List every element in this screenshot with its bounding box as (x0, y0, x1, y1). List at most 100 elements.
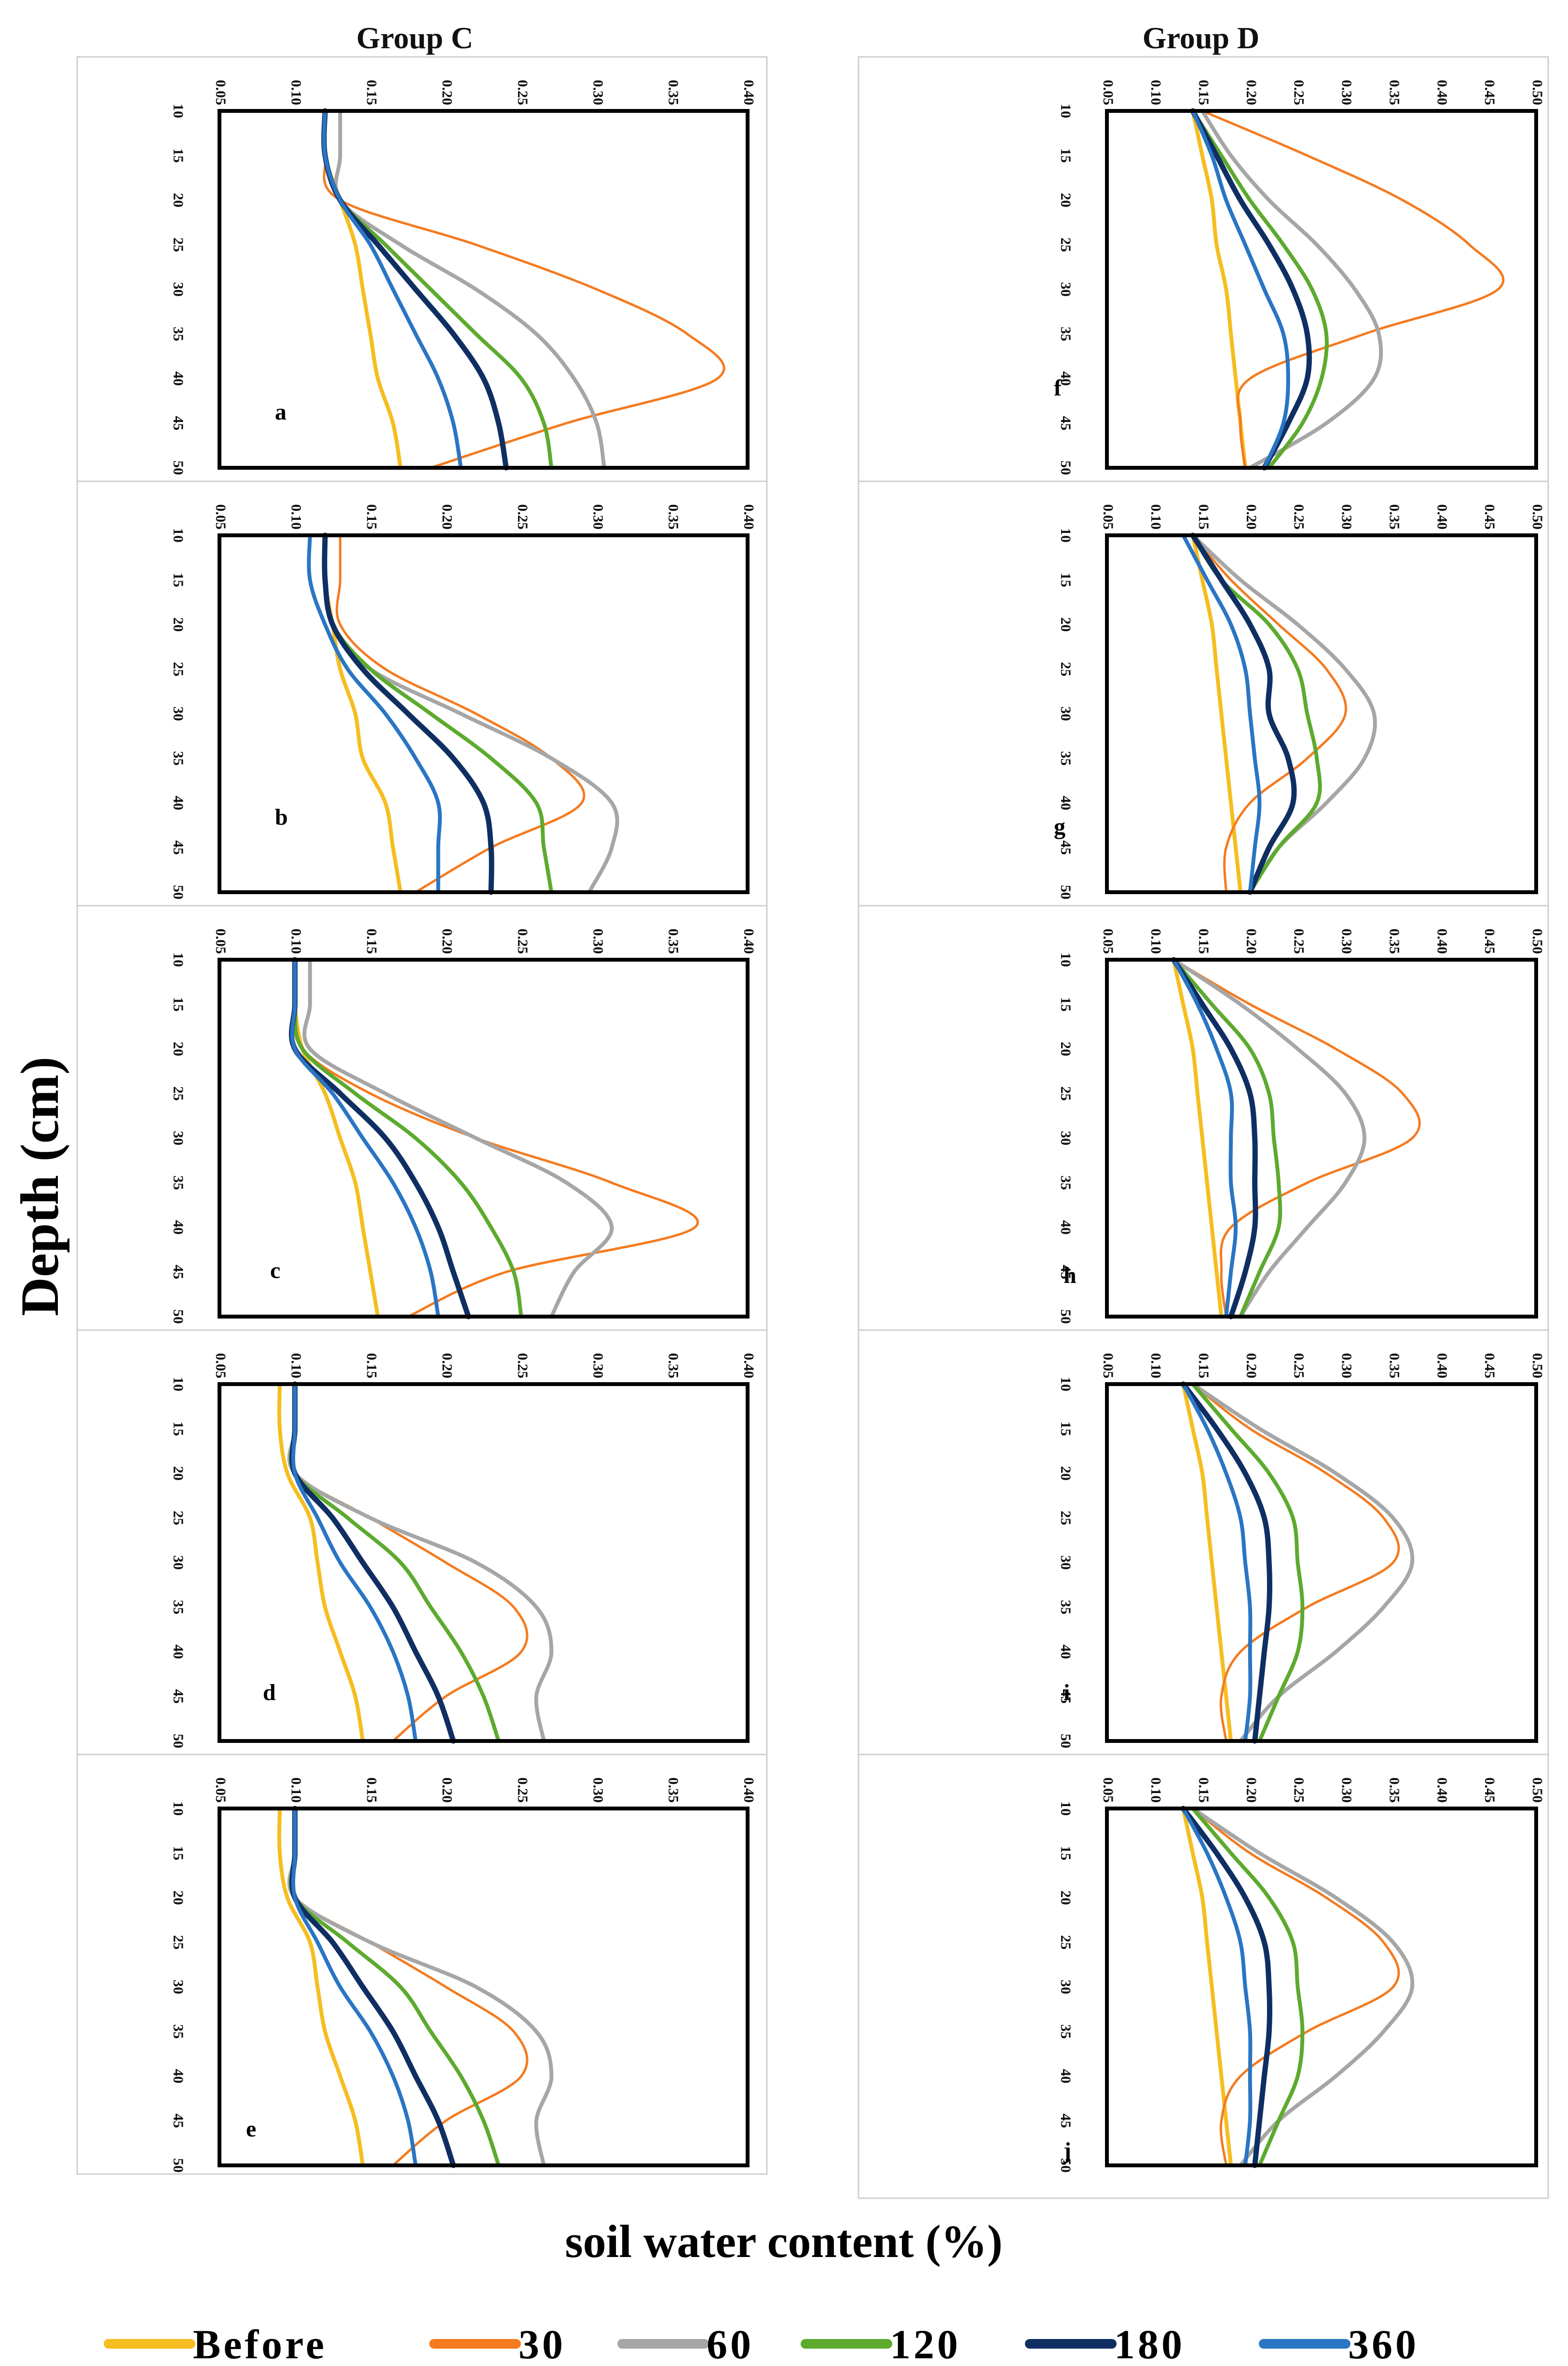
panel-letter: b (275, 804, 288, 830)
series-line-30 (293, 958, 699, 1318)
panel-g: 0.05 0.10 0.15 0.20 0.25 0.30 0.35 0.40 0.45 0.50… (858, 480, 1549, 907)
y-tick-label: 35 (170, 327, 186, 341)
y-tick-label: 30 (170, 1555, 186, 1570)
y-tick-label: 40 (170, 1645, 186, 1659)
y-tick-label: 30 (1058, 1555, 1074, 1570)
x-tick-label: 0.40 (1434, 1353, 1450, 1379)
x-tick-label: 0.15 (1196, 80, 1212, 106)
series-line-360 (1191, 109, 1290, 470)
y-tick-label: 35 (170, 751, 186, 766)
y-tick-label: 20 (170, 1466, 186, 1481)
x-tick-label: 0.40 (1434, 504, 1450, 530)
panel-letter: i (1064, 1680, 1070, 1705)
y-tick-label: 40 (170, 796, 186, 810)
y-tick-label: 35 (1058, 751, 1074, 766)
panel-c: 0.05 0.10 0.15 0.20 0.25 0.30 0.35 0.40 10 15 20 25… (76, 905, 768, 1331)
series-line-Before (1191, 533, 1242, 894)
x-tick-label: 0.30 (1339, 1778, 1355, 1803)
series-line-120 (1191, 109, 1329, 470)
x-tick-label: 0.15 (364, 929, 380, 954)
y-tick-label: 25 (1058, 238, 1074, 252)
y-tick-label: 50 (1058, 1734, 1074, 1748)
x-tick-label: 0.25 (1291, 1353, 1307, 1379)
x-tick-label: 0.25 (515, 80, 531, 106)
y-tick-label: 15 (1058, 997, 1074, 1012)
series-line-60 (1191, 1382, 1415, 1743)
panel-frame (858, 905, 1549, 1331)
series-line-Before (1172, 958, 1224, 1319)
x-tick-label: 0.30 (590, 1353, 606, 1379)
x-axis-label: soil water content (%) (565, 2216, 1002, 2267)
y-tick-label: 45 (170, 841, 186, 855)
plot-area (1105, 533, 1538, 894)
x-tick-label: 0.20 (439, 504, 455, 530)
series-line-Before (322, 109, 403, 470)
series-line-30 (288, 1383, 529, 1742)
y-tick-label: 30 (170, 282, 186, 297)
y-tick-label: 35 (1058, 1176, 1074, 1190)
x-tick-label: 0.50 (1529, 1353, 1545, 1379)
panel-j: 0.05 0.10 0.15 0.20 0.25 0.30 0.35 0.40 0.45 0.50… (858, 1754, 1549, 2199)
x-tick-label: 0.10 (1148, 1353, 1164, 1379)
y-tick-label: 15 (1058, 1422, 1074, 1436)
x-tick-label: 0.05 (1100, 80, 1116, 106)
series-line-360 (1181, 533, 1262, 894)
x-tick-label: 0.45 (1482, 929, 1498, 954)
y-tick-label: 45 (170, 1689, 186, 1704)
x-tick-label: 0.10 (1148, 929, 1164, 954)
x-tick-label: 0.30 (1339, 929, 1355, 954)
panel-letter: a (275, 399, 286, 425)
series-line-180 (1190, 532, 1297, 895)
y-tick-label: 30 (1058, 282, 1074, 297)
legend-item-120: 120 (801, 2321, 958, 2366)
y-tick-label: 20 (1058, 617, 1074, 632)
x-tick-label: 0.05 (1100, 929, 1116, 954)
x-tick-label: 0.35 (1386, 504, 1402, 530)
x-tick-label: 0.10 (288, 1353, 304, 1379)
series-line-360 (322, 109, 463, 470)
y-tick-label: 50 (1058, 2158, 1074, 2173)
y-tick-label: 20 (170, 1890, 186, 1905)
panel-letter: e (246, 2116, 256, 2142)
series-line-30 (323, 109, 725, 469)
y-tick-label: 45 (170, 416, 186, 431)
y-tick-label: 30 (170, 707, 186, 721)
legend-item-180: 180 (1025, 2321, 1182, 2366)
x-tick-label: 0.15 (364, 80, 380, 106)
legend-label: 360 (1348, 2321, 1419, 2366)
x-tick-label: 0.15 (364, 1778, 380, 1803)
panel-letter: d (263, 1680, 276, 1705)
y-tick-label: 40 (1058, 1220, 1074, 1235)
series-line-360 (1181, 1807, 1253, 2167)
x-tick-label: 0.05 (1100, 504, 1116, 530)
x-tick-label: 0.45 (1482, 1353, 1498, 1379)
y-tick-label: 20 (1058, 1466, 1074, 1481)
x-tick-label: 0.05 (213, 504, 229, 530)
y-tick-label: 30 (1058, 1131, 1074, 1145)
x-tick-label: 0.05 (213, 1353, 229, 1379)
series-line-360 (1181, 1382, 1253, 1743)
panel-letter: j (1063, 2138, 1071, 2163)
y-tick-label: 50 (170, 1309, 186, 1324)
x-tick-label: 0.45 (1482, 504, 1498, 530)
series-line-180 (322, 532, 494, 895)
x-tick-label: 0.15 (364, 1353, 380, 1379)
x-tick-label: 0.45 (1482, 80, 1498, 106)
x-tick-label: 0.50 (1529, 504, 1545, 530)
x-tick-label: 0.30 (590, 929, 606, 954)
y-tick-label: 50 (1058, 1309, 1074, 1324)
series-line-Before (277, 1382, 365, 1743)
x-tick-label: 0.15 (1196, 1353, 1212, 1379)
legend-item-Before: Before (104, 2321, 324, 2366)
x-tick-label: 0.35 (666, 504, 682, 530)
series-line-180 (1190, 108, 1312, 471)
x-tick-label: 0.20 (439, 80, 455, 106)
x-tick-label: 0.40 (741, 1778, 757, 1803)
y-tick-label: 45 (1058, 841, 1074, 855)
series-line-120 (1191, 1807, 1305, 2167)
series-line-Before (322, 533, 403, 894)
y-tick-label: 35 (1058, 2025, 1074, 2039)
legend-label: 60 (707, 2321, 754, 2366)
y-tick-label: 50 (170, 461, 186, 475)
y-tick-label: 25 (170, 1935, 186, 1950)
